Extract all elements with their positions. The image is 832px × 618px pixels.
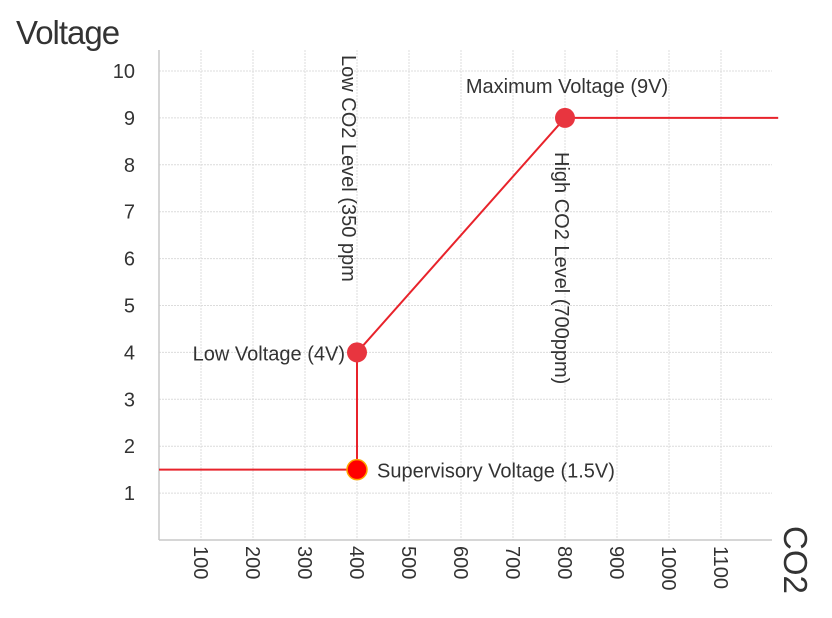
data-point	[346, 458, 368, 481]
x-tick-label: 500	[397, 546, 419, 579]
x-tick-label: 200	[241, 546, 263, 579]
point-label: Low Voltage (4V)	[193, 343, 345, 365]
x-tick-label: 800	[553, 546, 575, 579]
y-tick-label: 7	[124, 202, 135, 224]
markers	[346, 107, 575, 481]
grid	[159, 50, 772, 540]
y-tick-label: 5	[124, 296, 135, 318]
x-tick-label: 100	[189, 546, 211, 579]
y-tick-label: 9	[124, 108, 135, 130]
y-tick-label: 10	[113, 61, 135, 83]
x-tick-label: 300	[293, 546, 315, 579]
axes	[158, 50, 772, 541]
labels: Supervisory Voltage (1.5V) Low Voltage (4…	[193, 55, 668, 483]
y-axis-label: Voltage	[16, 14, 119, 51]
threshold-annotation: Low CO2 Level (350 ppm	[337, 55, 359, 282]
x-tick-label: 700	[501, 546, 523, 579]
data-point	[347, 342, 367, 363]
y-tick-label: 2	[124, 436, 135, 458]
x-tick-label: 400	[345, 546, 367, 579]
y-tick-label: 3	[124, 389, 135, 411]
x-tick-label: 900	[605, 546, 627, 579]
y-tick-label: 4	[124, 342, 135, 364]
threshold-annotation: High CO2 Level (700ppm)	[550, 152, 572, 384]
point-label: Maximum Voltage (9V)	[466, 76, 668, 98]
x-tick-label: 1100	[709, 546, 731, 589]
x-tick-label: 1000	[657, 546, 679, 591]
point-label: Supervisory Voltage (1.5V)	[377, 461, 615, 483]
series	[159, 116, 779, 471]
y-tick-label: 8	[124, 155, 135, 177]
data-point	[555, 107, 575, 128]
tick-labels: 100 200 300 400 500 600 700 800 900 1000 1100 1 2 3 4 5…	[113, 61, 731, 591]
x-axis-label: CO2	[777, 526, 814, 594]
y-tick-label: 6	[124, 249, 135, 271]
series-line	[159, 116, 779, 471]
y-tick-label: 1	[124, 483, 135, 505]
x-tick-label: 600	[449, 546, 471, 579]
